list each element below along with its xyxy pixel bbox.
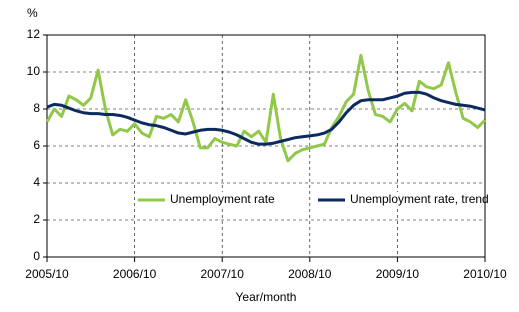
y-tick-label: 2 (33, 212, 40, 226)
y-tick-label: 12 (27, 27, 41, 41)
x-tick-label: 2010/10 (463, 267, 507, 281)
x-tick-label: 2009/10 (376, 267, 420, 281)
y-tick-label: 10 (27, 64, 41, 78)
legend-label: Unemployment rate (170, 192, 275, 206)
y-tick-label: 0 (33, 249, 40, 263)
y-axis-label: % (27, 6, 38, 20)
legend-label: Unemployment rate, trend (350, 192, 489, 206)
y-tick-label: 4 (33, 175, 40, 189)
legend-bg (135, 192, 305, 208)
x-tick-label: 2007/10 (201, 267, 245, 281)
series-line (46, 90, 486, 146)
x-tick-label: 2005/10 (25, 267, 69, 281)
x-tick-label: 2008/10 (288, 267, 332, 281)
legend-bg (315, 192, 477, 208)
plot-frame (46, 34, 486, 258)
y-tick-label: 6 (33, 138, 40, 152)
x-tick-label: 2006/10 (113, 267, 157, 281)
y-tick-label: 8 (33, 101, 40, 115)
series-line (45, 53, 487, 163)
x-axis-label: Year/month (236, 290, 297, 304)
